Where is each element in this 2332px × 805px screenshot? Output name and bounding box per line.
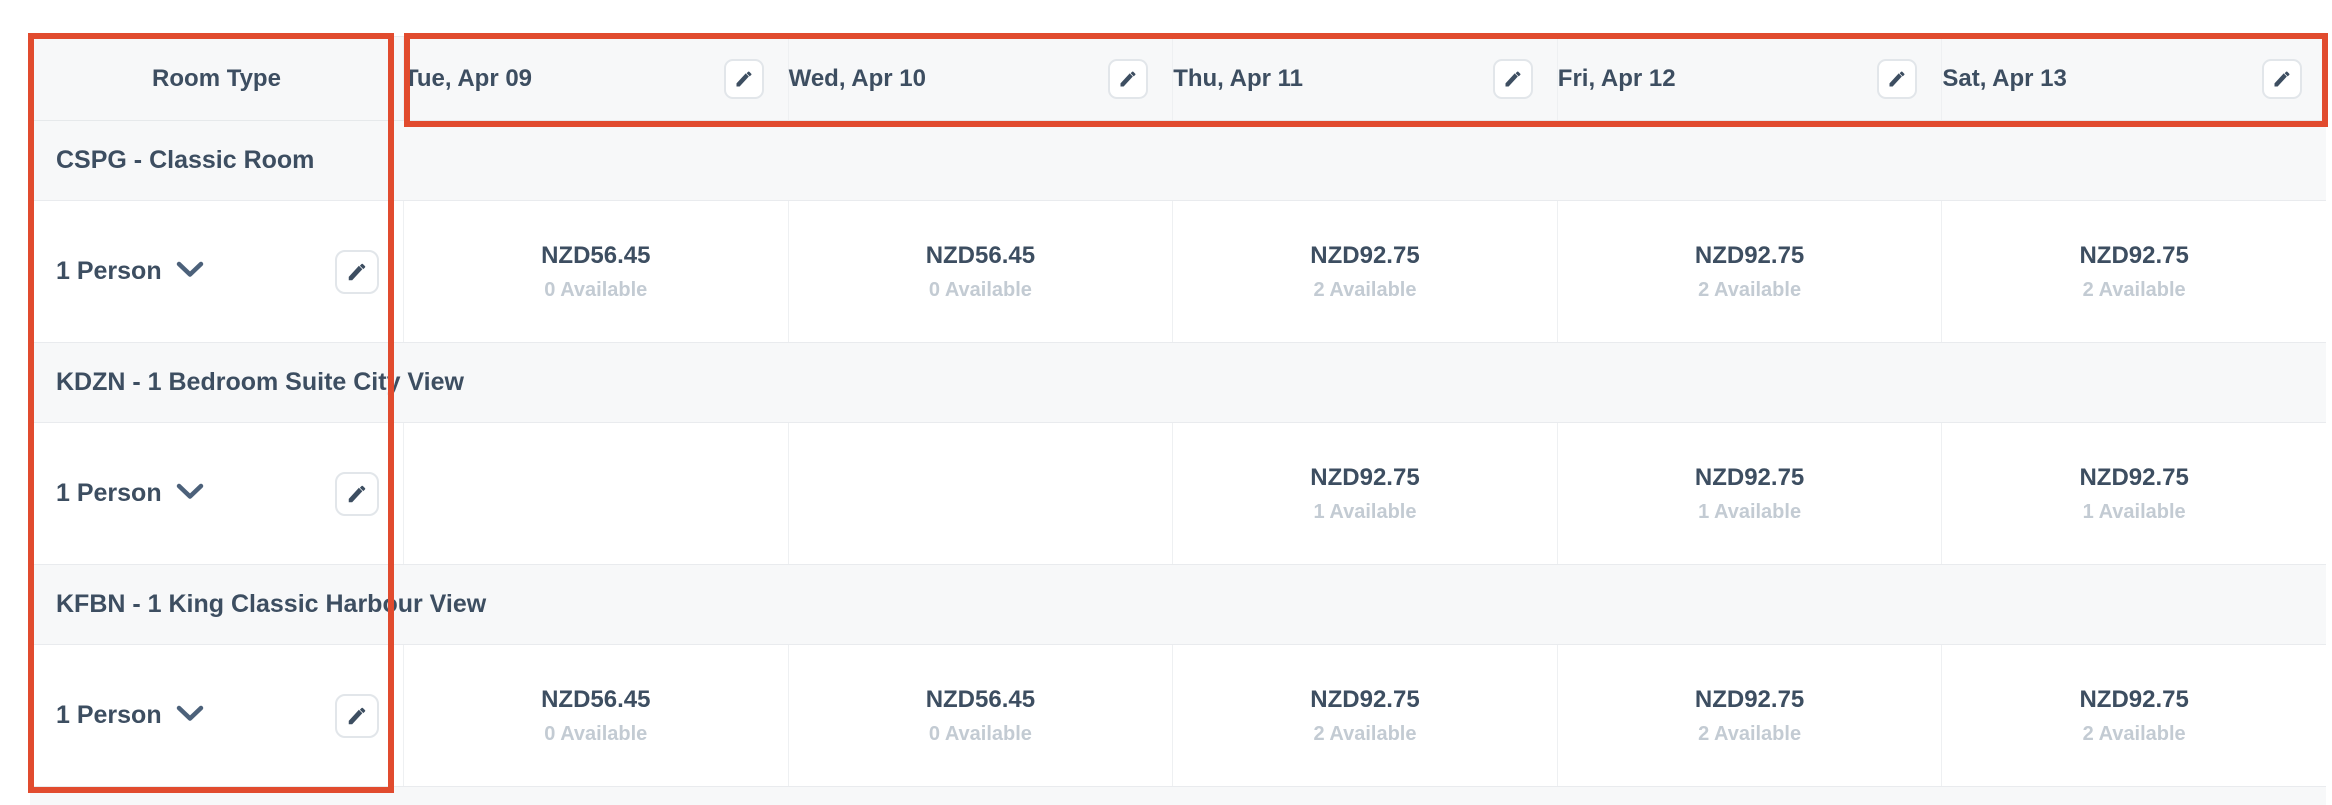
rate-cell[interactable]: NZD92.75 2 Available — [1941, 201, 2326, 342]
availability-value: 0 Available — [544, 722, 648, 745]
rate-value: NZD56.45 — [541, 241, 651, 269]
room-type-header-label: Room Type — [152, 64, 281, 92]
availability-value: 1 Available — [1698, 500, 1802, 523]
availability-value: 1 Available — [2082, 500, 2186, 523]
date-header-label: Sat, Apr 13 — [1942, 64, 2067, 92]
occupancy-dropdown[interactable]: 1 Person — [56, 257, 204, 286]
rate-value: NZD92.75 — [1694, 241, 1805, 269]
rate-value: NZD92.75 — [1694, 685, 1805, 713]
rate-value: NZD92.75 — [1310, 685, 1420, 713]
rate-cell[interactable]: NZD92.75 2 Available — [1172, 645, 1557, 786]
rate-cell[interactable]: NZD92.75 1 Available — [1172, 423, 1557, 564]
occupancy-cell: 1 Person — [30, 645, 403, 786]
date-header: Sat, Apr 13 — [1941, 37, 2326, 120]
occupancy-label: 1 Person — [56, 479, 162, 507]
pencil-icon — [1503, 69, 1523, 89]
date-header: Wed, Apr 10 — [787, 37, 1173, 120]
room-type-title: KDZN - 1 Bedroom Suite City View — [56, 368, 464, 396]
date-header-label: Fri, Apr 12 — [1557, 64, 1676, 92]
pencil-icon — [2272, 69, 2292, 89]
rates-availability-grid: Room Type Tue, Apr 09 Wed, Apr 10 Thu, A… — [30, 36, 2326, 805]
pencil-icon — [1118, 69, 1138, 89]
chevron-down-icon — [176, 483, 204, 505]
next-section-sliver — [30, 787, 2326, 805]
date-header-label: Wed, Apr 10 — [788, 64, 926, 92]
occupancy-cell: 1 Person — [30, 201, 403, 342]
pencil-icon — [734, 69, 754, 89]
edit-date-button[interactable] — [1108, 58, 1149, 99]
availability-value: 2 Available — [1698, 278, 1802, 301]
rate-cell[interactable]: NZD92.75 1 Available — [1941, 423, 2326, 564]
rate-row-cspg: 1 Person NZD56.45 0 Available NZD56.45 0… — [30, 201, 2326, 343]
rate-value: NZD56.45 — [925, 685, 1036, 713]
section-header-kfbn: KFBN - 1 King Classic Harbour View — [30, 565, 2326, 645]
availability-value: 0 Available — [544, 278, 648, 301]
rate-row-kfbn: 1 Person NZD56.45 0 Available NZD56.45 0… — [30, 645, 2326, 787]
rate-cell[interactable]: NZD92.75 2 Available — [1172, 201, 1557, 342]
rate-cell-empty[interactable] — [403, 423, 788, 564]
room-type-title: CSPG - Classic Room — [56, 146, 315, 174]
rate-row-kdzn: 1 Person NZD92.75 1 Available NZD92.75 1… — [30, 423, 2326, 565]
rate-value: NZD92.75 — [2079, 463, 2189, 491]
edit-rate-button[interactable] — [335, 249, 379, 294]
rate-cell[interactable]: NZD92.75 1 Available — [1556, 423, 1942, 564]
date-header: Fri, Apr 12 — [1556, 37, 1942, 120]
rate-cell[interactable]: NZD92.75 2 Available — [1556, 201, 1942, 342]
rate-cell[interactable]: NZD56.45 0 Available — [787, 201, 1173, 342]
rate-cell[interactable]: NZD56.45 0 Available — [787, 645, 1173, 786]
room-type-header: Room Type — [30, 37, 403, 120]
date-header: Thu, Apr 11 — [1172, 37, 1557, 120]
rate-cell[interactable]: NZD92.75 2 Available — [1556, 645, 1942, 786]
section-header-cspg: CSPG - Classic Room — [30, 121, 2326, 201]
rate-value: NZD92.75 — [2079, 241, 2189, 269]
date-header: Tue, Apr 09 — [403, 37, 788, 120]
rate-value: NZD92.75 — [1694, 463, 1805, 491]
rate-value: NZD56.45 — [541, 685, 651, 713]
occupancy-label: 1 Person — [56, 701, 162, 729]
rate-value: NZD92.75 — [1310, 463, 1420, 491]
availability-value: 2 Available — [1313, 278, 1417, 301]
date-header-label: Thu, Apr 11 — [1173, 64, 1303, 92]
edit-date-button[interactable] — [723, 58, 764, 99]
edit-date-button[interactable] — [2261, 58, 2302, 99]
occupancy-cell: 1 Person — [30, 423, 403, 564]
date-header-label: Tue, Apr 09 — [404, 64, 533, 92]
edit-rate-button[interactable] — [335, 471, 379, 516]
rate-value: NZD92.75 — [2079, 685, 2189, 713]
rate-cell[interactable]: NZD56.45 0 Available — [403, 645, 788, 786]
availability-value: 1 Available — [1313, 500, 1417, 523]
availability-value: 0 Available — [928, 722, 1032, 745]
chevron-down-icon — [176, 705, 204, 727]
edit-rate-button[interactable] — [335, 693, 379, 738]
availability-value: 0 Available — [928, 278, 1032, 301]
rate-cell[interactable]: NZD92.75 2 Available — [1941, 645, 2326, 786]
pencil-icon — [346, 483, 368, 505]
availability-value: 2 Available — [1313, 722, 1417, 745]
edit-date-button[interactable] — [1877, 58, 1918, 99]
grid-header-row: Room Type Tue, Apr 09 Wed, Apr 10 Thu, A… — [30, 37, 2326, 121]
occupancy-dropdown[interactable]: 1 Person — [56, 701, 204, 730]
availability-value: 2 Available — [2082, 722, 2186, 745]
chevron-down-icon — [176, 261, 204, 283]
pencil-icon — [346, 705, 368, 727]
edit-date-button[interactable] — [1492, 58, 1533, 99]
availability-value: 2 Available — [1698, 722, 1802, 745]
rate-value: NZD92.75 — [1310, 241, 1420, 269]
occupancy-dropdown[interactable]: 1 Person — [56, 479, 204, 508]
pencil-icon — [1887, 69, 1907, 89]
rate-cell-empty[interactable] — [787, 423, 1173, 564]
rate-cell[interactable]: NZD56.45 0 Available — [403, 201, 788, 342]
rate-value: NZD56.45 — [925, 241, 1036, 269]
section-header-kdzn: KDZN - 1 Bedroom Suite City View — [30, 343, 2326, 423]
pencil-icon — [346, 261, 368, 283]
availability-value: 2 Available — [2082, 278, 2186, 301]
room-type-title: KFBN - 1 King Classic Harbour View — [56, 590, 487, 618]
occupancy-label: 1 Person — [56, 257, 162, 285]
